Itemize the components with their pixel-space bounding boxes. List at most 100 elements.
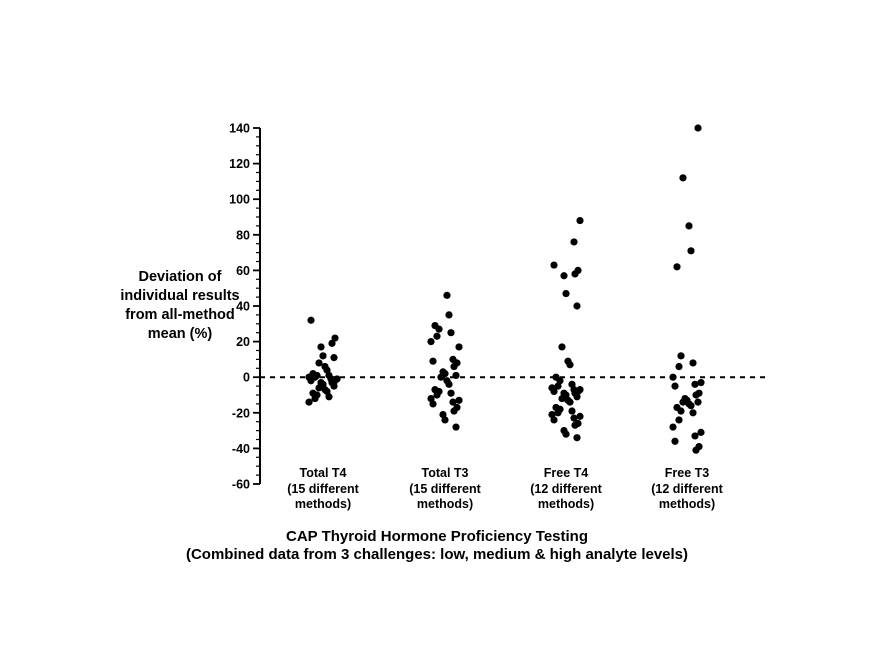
- y-tick-labels: 140 120 100 80 60 40 20 0 -20 -40 -60: [229, 122, 250, 492]
- data-point: [435, 325, 443, 333]
- data-point: [685, 222, 693, 230]
- category-label: Free T3 (12 different methods): [632, 466, 742, 513]
- data-point: [305, 398, 313, 406]
- data-point: [571, 421, 579, 429]
- y-axis-label: Deviation of individual results from all-m…: [100, 268, 260, 344]
- data-point: [330, 354, 338, 362]
- category-label-line: methods): [294, 497, 352, 511]
- data-point: [330, 382, 338, 390]
- data-point: [673, 263, 681, 271]
- data-point: [447, 329, 455, 337]
- data-point: [691, 432, 699, 440]
- y-axis-label-line: mean (%): [147, 326, 213, 342]
- data-point: [692, 446, 700, 454]
- data-point: [687, 402, 695, 410]
- data-point: [450, 407, 458, 415]
- data-point: [315, 359, 323, 367]
- data-point: [671, 382, 679, 390]
- data-point: [311, 394, 319, 403]
- data-point: [558, 394, 566, 403]
- data-point: [694, 398, 702, 406]
- data-point: [677, 352, 685, 360]
- data-point: [433, 391, 441, 399]
- data-point: [566, 398, 574, 406]
- y-tick-label: -60: [232, 478, 250, 492]
- data-point: [573, 393, 581, 401]
- category-label-line: (15 different: [409, 481, 481, 496]
- category-label-line: Free T3: [664, 466, 710, 480]
- data-point: [675, 416, 683, 424]
- data-point: [445, 311, 453, 319]
- data-point: [691, 380, 699, 388]
- data-point: [560, 272, 568, 280]
- data-point: [558, 343, 566, 351]
- data-point: [675, 362, 683, 371]
- data-point: [566, 361, 574, 369]
- data-point: [429, 357, 437, 365]
- data-point: [687, 247, 695, 255]
- category-label-line: Total T4: [299, 466, 347, 480]
- chart-subtitle: (Combined data from 3 challenges: low, m…: [185, 546, 689, 563]
- y-tick-label: 0: [243, 371, 250, 385]
- y-tick-label: 140: [229, 122, 250, 136]
- y-axis-label-line: from all-method: [125, 307, 235, 323]
- data-point: [433, 332, 441, 340]
- data-point: [550, 387, 558, 396]
- data-point: [455, 396, 463, 404]
- category-label-line: methods): [416, 497, 474, 511]
- data-point: [443, 291, 451, 299]
- data-point: [441, 416, 449, 424]
- data-point: [697, 428, 705, 436]
- data-point: [562, 430, 570, 438]
- data-point: [573, 434, 581, 442]
- data-point: [679, 174, 687, 182]
- data-point: [576, 216, 584, 225]
- y-axis-label-line: Deviation of: [138, 269, 222, 285]
- data-point: [679, 398, 687, 406]
- y-tick-label: 80: [236, 228, 250, 242]
- category-label-line: Free T4: [543, 466, 589, 480]
- y-axis: [253, 127, 261, 485]
- data-point: [571, 270, 579, 278]
- category-label: Total T4 (15 different methods): [268, 466, 378, 513]
- data-point: [449, 398, 457, 406]
- data-point: [697, 378, 705, 387]
- data-point: [445, 380, 453, 388]
- data-point: [568, 407, 576, 415]
- category-label: Free T4 (12 different methods): [511, 466, 621, 513]
- data-point: [669, 373, 677, 381]
- data-point: [437, 373, 445, 381]
- data-point: [427, 338, 435, 346]
- data-point: [450, 362, 458, 371]
- data-point: [550, 416, 558, 424]
- category-label-line: (12 different: [651, 481, 723, 496]
- category-label-line: (12 different: [530, 481, 602, 496]
- category-label: Total T3 (15 different methods): [390, 466, 500, 513]
- category-label-line: Total T3: [421, 466, 469, 480]
- data-point: [307, 377, 315, 385]
- data-point: [677, 407, 685, 415]
- data-point: [689, 359, 697, 367]
- y-axis-label-line: individual results: [120, 288, 240, 304]
- data-point: [429, 400, 437, 408]
- y-tick-label: 60: [236, 264, 250, 278]
- data-point: [331, 334, 339, 342]
- category-label-line: methods): [537, 497, 595, 511]
- chart-title: CAP Thyroid Hormone Proficiency Testing: [286, 528, 588, 545]
- y-tick-label: 40: [236, 300, 250, 314]
- data-point: [455, 343, 463, 351]
- data-point: [550, 261, 558, 269]
- data-point: [570, 238, 578, 246]
- data-point: [317, 343, 325, 351]
- data-point: [447, 389, 455, 397]
- y-tick-label: -20: [232, 406, 250, 420]
- data-point: [570, 414, 578, 422]
- data-point: [325, 393, 333, 401]
- category-label-line: (15 different: [287, 481, 359, 496]
- data-point: [319, 352, 327, 360]
- data-point: [671, 437, 679, 445]
- data-point: [694, 124, 702, 132]
- y-tick-label: 100: [229, 193, 250, 207]
- data-point: [573, 302, 581, 310]
